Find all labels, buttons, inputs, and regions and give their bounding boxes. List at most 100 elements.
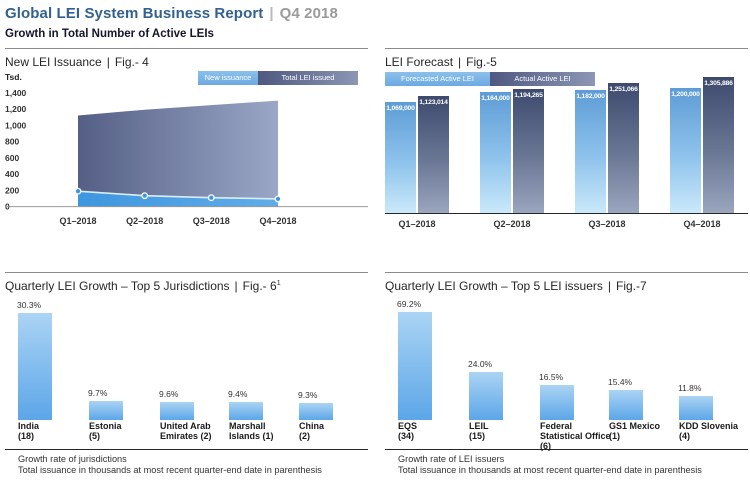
- bar-forecasted-active-lei: 1,164,000: [480, 92, 511, 213]
- bar-india: [18, 313, 52, 420]
- legend-item-dark: Actual Active LEI: [490, 72, 595, 86]
- category-label: Estonia (5): [89, 421, 151, 441]
- x-axis-tick-label: Q4–2018: [683, 219, 721, 229]
- category-label: LEIL (15): [469, 421, 543, 441]
- footnote-line-1: Growth rate of jurisdictions: [18, 454, 127, 464]
- bar-percent-label: 15.4%: [608, 377, 633, 387]
- bar-chart-plot: 1,069,000 1,123,014 1,164,000 1,194,265 1,18…: [385, 77, 748, 213]
- category-label-line: KDD Slovenia: [679, 421, 739, 431]
- panel-lei-forecast: LEI Forecast | Fig.-5 Forecasted Active LE…: [385, 48, 748, 272]
- bar-marshall-islands: [229, 402, 263, 420]
- bar-value-label: 1,069,000: [386, 105, 415, 112]
- bar-forecasted-active-lei: 1,200,000: [670, 88, 701, 213]
- data-point-marker: [274, 195, 282, 203]
- category-label-line: GS1 Mexico: [609, 421, 661, 431]
- report-header: Global LEI System Business Report | Q4 201…: [5, 5, 338, 40]
- x-axis-tick-label: Q2–2018: [126, 216, 163, 226]
- chart-title-fig4: New LEI Issuance | Fig.- 4: [5, 55, 149, 69]
- bar-percent-label: 11.8%: [678, 383, 702, 393]
- x-axis-tick-label: Q3–2018: [588, 219, 626, 229]
- figure-number: Fig.- 4: [114, 55, 149, 69]
- title-pipe: |: [106, 55, 110, 69]
- bar-forecasted-active-lei: 1,069,000: [385, 102, 416, 213]
- bar-actual-active-lei: 1,123,014: [418, 96, 449, 213]
- bar-value-label: 1,182,000: [576, 93, 605, 101]
- category-label-line: (1): [609, 431, 620, 441]
- category-label-line: Marshall: [229, 421, 266, 431]
- bar-percent-label: 9.6%: [159, 389, 179, 399]
- report-period: Q4 2018: [279, 5, 338, 22]
- chart-title-fig5: LEI Forecast | Fig.-5: [385, 55, 497, 69]
- legend-item-dark: Total LEI issued: [258, 71, 358, 85]
- bar-percent-label: 9.4%: [228, 389, 248, 399]
- category-label-line: Islands (1): [229, 431, 274, 441]
- category-label: EQS (34): [398, 421, 472, 441]
- bar-estonia: [89, 401, 123, 420]
- chart-title-text: New LEI Issuance: [5, 55, 102, 69]
- y-axis-tick-label: 800: [5, 137, 19, 147]
- legend-item-light: New issuance: [198, 71, 258, 85]
- chart-title-text: Quarterly LEI Growth – Top 5 Jurisdictio…: [5, 279, 230, 293]
- category-label: India (18): [18, 421, 80, 441]
- figure-number: Fig.-5: [466, 55, 497, 69]
- x-axis-tick-label: Q1–2018: [398, 219, 436, 229]
- footnote-line-1: Growth rate of LEI issuers: [398, 454, 505, 464]
- category-label-line: Federal: [540, 421, 573, 431]
- y-axis-tick-label: 1,400: [5, 88, 27, 98]
- footnote-line-2: Total issuance in thousands at most rece…: [398, 465, 702, 475]
- chart-legend: Forecasted Active LEI Actual Active LEI: [385, 72, 595, 86]
- bar-percent-label: 69.2%: [397, 299, 422, 309]
- bar-percent-label: 30.3%: [17, 300, 42, 310]
- area-total-lei-issued: [78, 100, 278, 207]
- category-label-line: China: [299, 421, 325, 431]
- legend-item-light: Forecasted Active LEI: [385, 72, 490, 86]
- bar-eqs: [398, 312, 432, 420]
- bar-actual-active-lei: 1,194,265: [513, 89, 544, 213]
- title-pipe: |: [607, 279, 611, 293]
- footnote-divider: [5, 449, 368, 450]
- bar-leil: [469, 372, 503, 420]
- category-label-line: (2): [299, 431, 310, 441]
- data-point-marker: [74, 187, 82, 195]
- y-axis-tick-label: 400: [5, 169, 19, 179]
- category-label-line: (4): [679, 431, 690, 441]
- panel-top5-jurisdictions: Quarterly LEI Growth – Top 5 Jurisdictio…: [5, 272, 368, 486]
- category-label-line: (34): [398, 431, 415, 441]
- y-axis-tick-label: 200: [5, 185, 19, 195]
- category-label: United Arab Emirates (2): [160, 421, 222, 441]
- chart-legend: New issuance Total LEI issued: [198, 71, 358, 85]
- title-separator: |: [269, 5, 274, 22]
- figure-number: Fig.-7: [616, 279, 647, 293]
- category-label: Federal Statistical Office (6): [540, 421, 614, 451]
- bar-actual-active-lei: 1,305,886: [703, 77, 734, 213]
- bar-forecasted-active-lei: 1,182,000: [575, 90, 606, 213]
- category-label-line: EQS: [398, 421, 418, 431]
- x-axis-tick-label: Q3–2018: [193, 216, 230, 226]
- category-label: China (2): [299, 421, 361, 441]
- category-label-line: United Arab: [160, 421, 211, 431]
- chart-title-text: LEI Forecast: [385, 55, 454, 69]
- bar-kdd-slovenia: [679, 396, 713, 420]
- category-label-line: Estonia: [89, 421, 122, 431]
- bar-gs1-mexico: [609, 390, 643, 420]
- panel-top5-lei-issuers: Quarterly LEI Growth – Top 5 LEI issuers…: [385, 272, 748, 486]
- bar-value-label: 1,123,014: [419, 99, 448, 107]
- category-label-line: (15): [469, 431, 486, 441]
- bar-united-arab-emirates: [160, 402, 194, 420]
- x-axis-tick-label: Q4–2018: [259, 216, 296, 226]
- category-label: KDD Slovenia (4): [679, 421, 750, 441]
- data-point-marker: [141, 192, 149, 200]
- category-label-line: Emirates (2): [160, 431, 212, 441]
- category-label-line: LEIL: [469, 421, 489, 431]
- y-axis-tick-label: 600: [5, 153, 19, 163]
- category-label-line: India: [18, 421, 40, 431]
- footnote-line-2: Total issuance in thousands at most rece…: [18, 465, 322, 475]
- category-label-line: (6): [540, 441, 551, 451]
- x-axis-tick-label: Q2–2018: [493, 219, 531, 229]
- title-pipe: |: [458, 55, 462, 69]
- bar-value-label: 1,194,265: [514, 92, 543, 99]
- bar-federal-statistical-office: [540, 385, 574, 420]
- y-axis-unit-label: Tsd.: [5, 72, 22, 82]
